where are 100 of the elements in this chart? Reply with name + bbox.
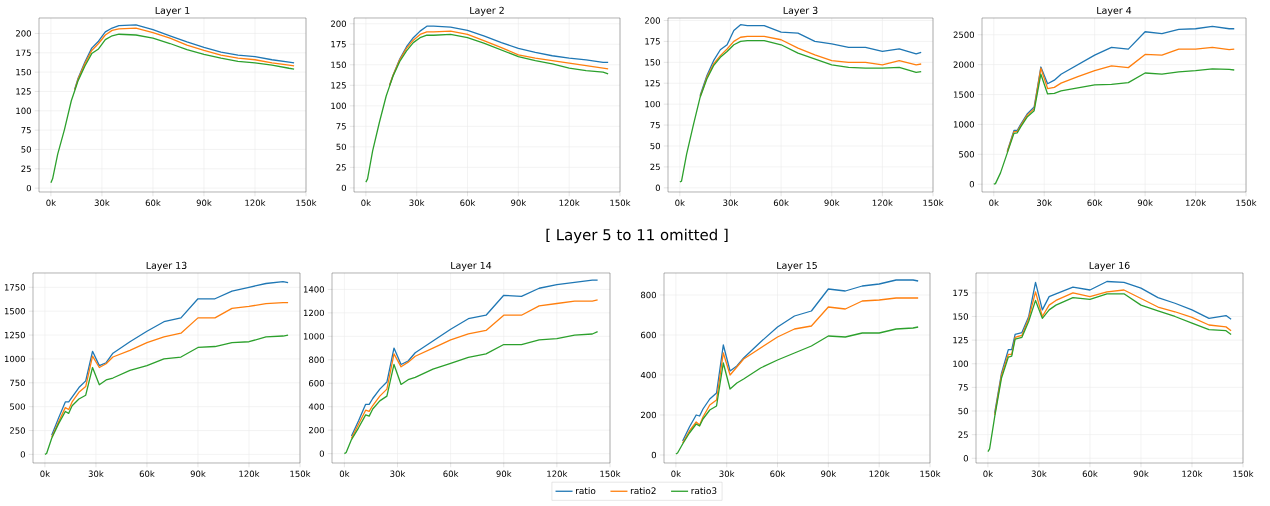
x-tick-label: 0k [675,199,685,206]
chart-title: Layer 14 [451,261,492,271]
y-tick-label: 200 [641,411,656,419]
y-tick-label: 100 [331,102,346,110]
line-series [987,293,1232,453]
y-tick-label: 0 [655,184,661,192]
x-tick-label: 150k [290,470,311,477]
legend-label: ratio2 [630,487,656,495]
y-tick-label: 100 [645,100,660,108]
x-tick-label: 0k [40,470,51,477]
x-tick-label: 0k [671,470,681,477]
x-tick-label: 150k [1233,470,1254,477]
x-tick-label: 150k [610,199,631,206]
y-tick-label: 25 [336,164,346,171]
x-tick-label: 90k [1137,199,1153,206]
y-tick-label: 50 [650,142,661,150]
x-tick-label: 30k [94,199,110,206]
y-tick-label: 25 [21,165,31,172]
y-tick-label: 400 [308,403,324,410]
x-tick-label: 90k [824,199,840,206]
y-tick-label: 500 [959,151,975,158]
y-tick-label: 1500 [4,307,25,315]
x-tick-label: 60k [139,470,155,477]
y-tick-label: 175 [953,289,968,296]
x-tick-label: 90k [821,470,837,477]
chart-title: Layer 3 [783,6,818,16]
x-tick-label: 90k [1133,470,1149,477]
x-tick-label: 120k [1182,470,1203,477]
y-tick-label: 200 [645,17,660,24]
chart-title: Layer 1 [155,6,190,16]
chart-title: Layer 13 [146,261,187,271]
x-tick-label: 60k [460,199,476,206]
x-tick-label: 30k [1037,199,1053,206]
y-tick-label: 1000 [953,121,975,128]
x-tick-label: 60k [770,470,786,477]
y-tick-label: 1250 [4,331,25,339]
legend-label: ratio [576,487,596,495]
y-tick-label: 100 [16,107,31,114]
x-tick-label: 120k [1185,199,1207,206]
legend-label: ratio3 [691,487,717,495]
y-tick-label: 0 [969,181,975,188]
x-tick-label: 120k [559,199,580,206]
x-tick-label: 0k [983,470,994,477]
x-tick-label: 60k [773,199,789,206]
x-tick-label: 150k [1236,199,1257,206]
y-tick-label: 400 [640,371,656,379]
y-tick-label: 0 [319,450,324,457]
x-tick-label: 150k [923,199,944,206]
line-series [993,68,1235,185]
y-tick-label: 200 [16,30,31,37]
y-tick-label: 150 [953,313,968,320]
x-tick-label: 150k [920,470,941,477]
x-tick-label: 60k [443,470,459,477]
y-tick-label: 800 [640,291,656,299]
x-tick-label: 0k [339,470,350,477]
y-tick-label: 50 [958,407,968,415]
chart-title: Layer 4 [1097,6,1132,16]
x-tick-label: 30k [1031,470,1047,477]
y-tick-label: 200 [309,426,324,434]
x-tick-label: 0k [361,199,371,206]
y-tick-label: 800 [308,356,324,363]
y-tick-label: 175 [331,41,346,48]
y-tick-label: 1200 [303,309,324,317]
y-tick-label: 500 [10,403,25,410]
x-tick-label: 90k [511,199,527,206]
line-series [343,330,599,455]
y-tick-label: 0 [963,455,969,462]
y-tick-label: 100 [953,360,968,367]
y-tick-label: 1000 [4,355,25,363]
x-tick-label: 120k [872,199,893,206]
y-tick-label: 0 [26,184,31,192]
x-tick-label: 0k [989,199,999,206]
x-tick-label: 90k [190,470,206,477]
line-series [675,326,919,455]
x-tick-label: 150k [296,199,317,206]
x-tick-label: 0k [46,199,57,206]
y-tick-label: 175 [16,49,31,56]
y-tick-label: 0 [20,451,25,458]
y-tick-label: 75 [336,123,346,130]
y-tick-label: 0 [341,184,346,192]
x-tick-label: 120k [547,470,568,477]
x-tick-label: 60k [1082,470,1098,477]
x-tick-label: 30k [88,470,104,477]
y-tick-label: 125 [645,80,660,87]
y-tick-label: 600 [308,380,324,387]
chart-title: Layer 15 [777,261,817,271]
x-tick-label: 120k [245,199,266,206]
y-tick-label: 2500 [953,31,975,38]
y-tick-label: 50 [336,143,346,151]
x-tick-label: 120k [869,470,890,477]
y-tick-label: 125 [953,336,968,344]
line-series [50,33,295,184]
x-tick-label: 30k [409,199,425,206]
chart-title: Layer 16 [1089,261,1130,271]
y-tick-label: 1400 [303,286,324,293]
y-tick-label: 1750 [4,284,25,291]
y-tick-label: 150 [16,68,31,76]
chart-title: Layer 2 [470,6,504,16]
line-series [1006,46,1235,153]
y-tick-label: 125 [331,82,346,89]
